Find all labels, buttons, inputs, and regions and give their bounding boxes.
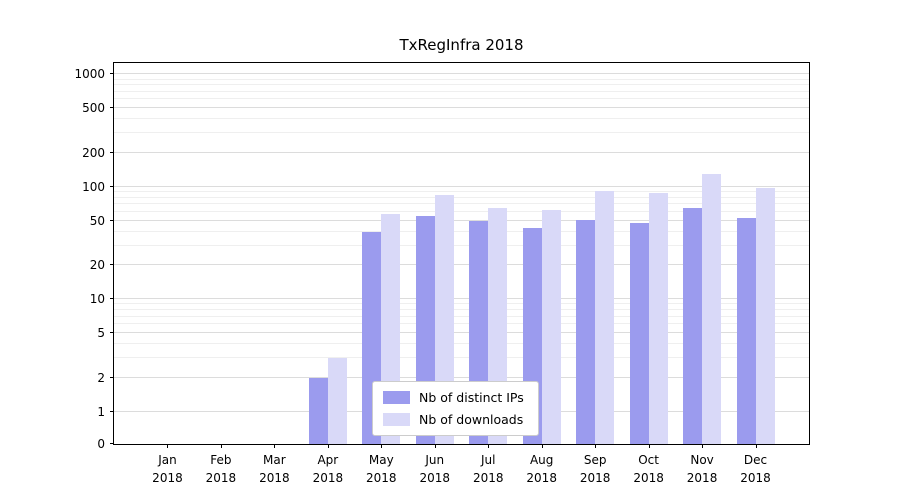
bar-downloads <box>327 358 347 444</box>
y-tick-mark <box>110 410 114 412</box>
legend-label-distinct-ips: Nb of distinct IPs <box>419 390 524 405</box>
y-tick-label: 200 <box>82 145 105 160</box>
y-tick-mark <box>110 264 114 266</box>
bar-downloads <box>595 190 615 444</box>
legend-label-downloads: Nb of downloads <box>419 412 524 427</box>
x-tick-mark <box>488 444 490 448</box>
legend-swatch-distinct-ips <box>383 391 410 404</box>
minor-gridline <box>114 203 809 205</box>
x-tick-label: Dec 2018 <box>740 453 771 485</box>
x-tick-label: Jun 2018 <box>419 453 451 485</box>
x-tick-mark <box>648 444 650 448</box>
x-tick-label: Feb 2018 <box>205 453 237 485</box>
x-tick-label: Mar 2018 <box>259 453 290 485</box>
y-tick-label: 0 <box>97 437 105 451</box>
minor-gridline <box>114 132 809 134</box>
major-gridline <box>114 107 809 109</box>
minor-gridline <box>114 118 809 120</box>
minor-gridline <box>114 315 809 317</box>
y-tick-mark <box>110 376 114 378</box>
bar-distinct-ips <box>308 377 328 444</box>
y-tick-label: 20 <box>89 258 105 273</box>
y-tick-mark <box>110 443 114 444</box>
x-tick-mark <box>702 444 704 448</box>
y-tick-label: 5 <box>97 326 105 341</box>
minor-gridline <box>114 303 809 305</box>
y-tick-label: 10 <box>89 292 105 307</box>
x-tick-label: Aug 2018 <box>526 453 557 485</box>
x-tick-mark <box>167 444 169 448</box>
minor-gridline <box>114 230 809 232</box>
minor-gridline <box>114 309 809 311</box>
y-tick-mark <box>110 151 114 153</box>
bar-downloads <box>648 193 668 444</box>
x-tick-label: Oct 2018 <box>633 453 664 485</box>
y-tick-mark <box>110 298 114 300</box>
major-gridline <box>114 152 809 153</box>
minor-gridline <box>114 357 809 358</box>
minor-gridline <box>114 190 809 192</box>
legend-item-downloads: Nb of downloads <box>383 412 524 427</box>
plot-area: Nb of distinct IPs Nb of downloads 0 1 2 5 1… <box>74 62 810 485</box>
y-tick-mark <box>110 73 114 75</box>
bar-distinct-ips <box>629 222 649 444</box>
x-tick-mark <box>381 444 383 448</box>
x-tick-label: May 2018 <box>366 453 397 485</box>
bar-downloads <box>702 174 722 444</box>
y-tick-label: 50 <box>89 213 105 228</box>
bar-downloads <box>541 210 561 444</box>
y-tick-mark <box>110 185 114 187</box>
x-tick-mark <box>327 444 329 448</box>
minor-gridline <box>114 78 809 80</box>
x-tick-mark <box>434 444 436 448</box>
x-tick-mark <box>595 444 597 448</box>
y-tick-label: 1000 <box>74 67 105 82</box>
major-gridline <box>114 219 809 221</box>
minor-gridline <box>114 196 809 198</box>
x-tick-label: Jul 2018 <box>472 453 504 485</box>
major-gridline <box>114 264 809 266</box>
minor-gridline <box>114 84 809 86</box>
bar-distinct-ips <box>683 207 703 444</box>
x-tick-label: Apr 2018 <box>312 453 344 485</box>
major-gridline <box>114 73 809 75</box>
major-gridline <box>114 376 809 378</box>
y-tick-label: 1 <box>97 404 105 419</box>
major-gridline <box>114 298 809 300</box>
x-tick-label: Nov 2018 <box>686 453 718 485</box>
y-tick-mark <box>110 332 114 334</box>
major-gridline <box>114 332 809 334</box>
bar-distinct-ips <box>736 217 756 444</box>
legend-swatch-downloads <box>383 413 410 426</box>
bar-distinct-ips <box>576 219 596 444</box>
x-tick-mark <box>274 444 276 448</box>
y-tick-label: 100 <box>82 179 105 194</box>
legend-item-distinct-ips: Nb of distinct IPs <box>383 390 524 405</box>
minor-gridline <box>114 90 809 92</box>
y-tick-label: 500 <box>82 101 105 116</box>
y-tick-mark <box>110 107 114 109</box>
x-tick-mark <box>541 444 543 448</box>
minor-gridline <box>114 323 809 325</box>
x-tick-label: Sep 2018 <box>579 453 611 485</box>
minor-gridline <box>114 342 809 344</box>
legend: Nb of distinct IPs Nb of downloads <box>372 381 539 436</box>
minor-gridline <box>114 210 809 212</box>
chart-title: TxRegInfra 2018 <box>399 36 524 54</box>
minor-gridline <box>114 98 809 100</box>
x-tick-label: Jan 2018 <box>152 453 183 485</box>
y-tick-mark <box>110 219 114 221</box>
x-tick-mark <box>755 444 757 448</box>
major-gridline <box>114 185 809 187</box>
x-tick-mark <box>220 444 222 448</box>
minor-gridline <box>114 244 809 246</box>
y-tick-label: 2 <box>97 370 105 385</box>
bar-downloads <box>755 188 775 444</box>
